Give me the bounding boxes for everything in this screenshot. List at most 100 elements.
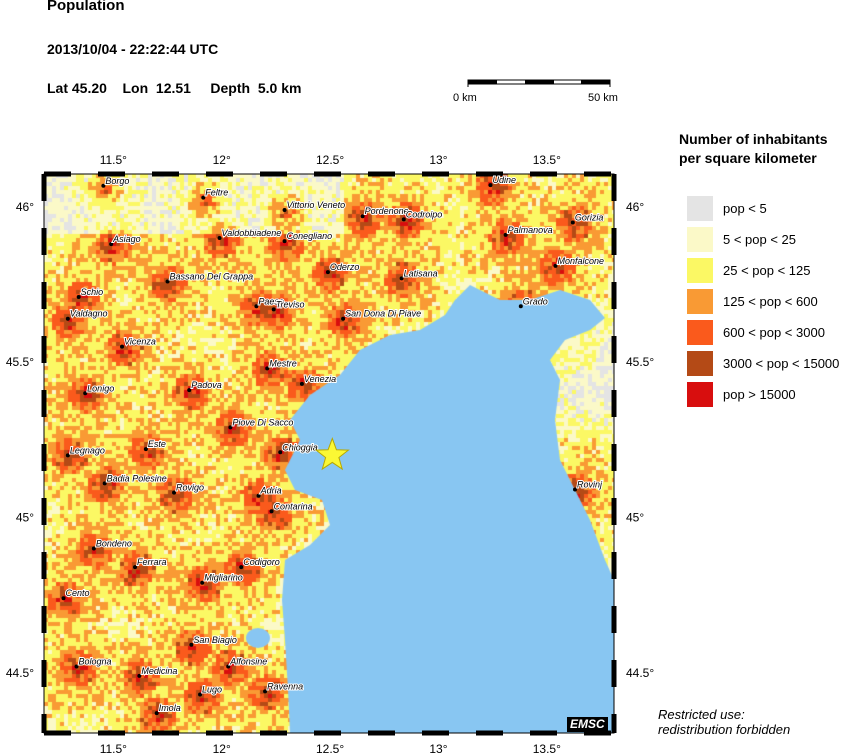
city-label: Contarina xyxy=(274,501,313,511)
city-marker: Palmanova xyxy=(503,224,554,237)
city-label: Medicina xyxy=(141,666,177,676)
city-dot xyxy=(133,565,138,570)
city-marker: Bassano Del Grappa xyxy=(165,270,254,284)
city-label: Oderzo xyxy=(330,262,360,272)
city-label: San Dona Di Piave xyxy=(345,309,421,319)
legend-item: 3000 < pop < 15000 xyxy=(687,350,839,376)
event-datetime: 2013/10/04 - 22:22:44 UTC xyxy=(47,41,219,57)
city-marker: Asiago xyxy=(109,233,142,247)
city-marker: Venezia xyxy=(299,373,337,386)
city-label: Padova xyxy=(191,380,222,390)
legend-label: 5 < pop < 25 xyxy=(723,231,797,247)
lon-tick-label-top: 11.5° xyxy=(100,153,127,167)
city-marker: Chioggia xyxy=(278,441,319,455)
usage-note-line2: redistribution forbidden xyxy=(658,722,791,737)
city-marker: Contarina xyxy=(269,500,314,514)
city-marker: Paese xyxy=(254,295,285,309)
city-label: Migliarino xyxy=(204,573,243,583)
city-marker: Migliarino xyxy=(200,572,244,585)
city-marker: Padova xyxy=(187,379,223,393)
city-label: Pordenone xyxy=(365,206,409,216)
legend-item: pop < 5 xyxy=(687,195,767,221)
star-icon xyxy=(314,436,350,471)
city-label: Bologna xyxy=(79,657,112,667)
legend-item: 600 < pop < 3000 xyxy=(687,319,825,345)
scale-start-label: 0 km xyxy=(453,92,477,104)
city-label: Rovigo xyxy=(176,483,204,493)
emsc-watermark: EMSC xyxy=(567,717,608,732)
city-marker: Lugo xyxy=(198,683,223,697)
city-dot xyxy=(201,195,206,200)
lon-tick-label-top: 12° xyxy=(213,153,231,167)
city-label: Lonigo xyxy=(87,383,114,393)
city-dot xyxy=(154,711,159,716)
city-marker: Rovinj xyxy=(572,479,604,492)
city-label: Palmanova xyxy=(508,225,553,235)
lon-tick-label-bottom: 13.5° xyxy=(533,742,561,754)
city-label: Valdobbiadene xyxy=(222,228,282,238)
legend-title-line2: per square kilometer xyxy=(679,150,817,166)
city-dot xyxy=(282,239,287,244)
city-dot xyxy=(198,692,203,697)
city-marker: Codigoro xyxy=(239,556,281,570)
city-label: Bassano Del Grappa xyxy=(170,271,254,281)
city-dot xyxy=(256,493,261,498)
city-label: Chioggia xyxy=(282,442,318,452)
legend-swatch xyxy=(687,350,713,376)
city-label: Mestre xyxy=(269,358,297,368)
city-marker: Rovigo xyxy=(172,482,205,495)
legend-label: 125 < pop < 600 xyxy=(723,293,818,309)
city-marker: Codroipo xyxy=(401,208,443,222)
legend-item: pop > 15000 xyxy=(687,381,796,407)
city-dot xyxy=(65,316,70,321)
city-dot xyxy=(269,509,274,514)
city-label: Legnago xyxy=(70,445,105,455)
scale-end-label: 50 km xyxy=(588,92,618,104)
lon-tick-label-top: 12.5° xyxy=(316,153,344,167)
city-dot xyxy=(572,487,577,492)
legend-label: pop < 5 xyxy=(723,200,767,216)
lat-tick-label-right: 44.5° xyxy=(626,666,654,680)
city-label: Feltre xyxy=(205,188,228,198)
lat-tick-label-right: 45.5° xyxy=(626,355,654,369)
city-marker: Feltre xyxy=(201,187,229,200)
city-marker: San Biagio xyxy=(189,634,238,647)
city-dot xyxy=(401,217,406,222)
legend-label: 3000 < pop < 15000 xyxy=(723,355,840,371)
lon-tick-label-bottom: 12.5° xyxy=(316,742,344,754)
city-label: Gorizia xyxy=(575,212,604,222)
city-marker: Conegliano xyxy=(282,230,333,244)
city-marker: Badia Polesine xyxy=(102,472,168,486)
city-dot xyxy=(488,183,493,188)
city-dot xyxy=(341,316,346,321)
city-label: Monfalcone xyxy=(557,256,604,266)
legend-swatch xyxy=(687,319,713,345)
city-label: Udine xyxy=(492,175,516,185)
city-marker: Legnago xyxy=(65,444,106,458)
lon-tick-label-top: 13.5° xyxy=(533,153,561,167)
city-label: Grado xyxy=(523,296,548,306)
lon-tick-label-bottom: 13° xyxy=(429,742,447,754)
city-marker: Cento xyxy=(61,587,91,601)
city-label: Este xyxy=(148,439,166,449)
city-marker: Medicina xyxy=(137,665,178,678)
legend-item: 5 < pop < 25 xyxy=(687,226,796,252)
legend-label: pop > 15000 xyxy=(723,386,796,402)
event-location: Lat 45.20 Lon 12.51 Depth 5.0 km xyxy=(47,80,302,96)
city-label: Latisana xyxy=(404,268,438,278)
city-label: Bondeno xyxy=(96,539,132,549)
city-dot xyxy=(299,381,304,386)
city-marker: Udine xyxy=(488,174,517,188)
city-marker: Valdobbiadene xyxy=(217,227,282,240)
legend-title: Number of inhabitants per square kilomet… xyxy=(679,130,828,168)
city-label: Valdagno xyxy=(70,309,108,319)
city-dot xyxy=(325,270,330,275)
city-marker: Oderzo xyxy=(325,261,360,275)
city-dot xyxy=(74,664,79,669)
city-dot xyxy=(254,304,259,309)
city-dot xyxy=(65,453,70,458)
city-label: Rovinj xyxy=(577,480,603,490)
legend-swatch xyxy=(687,195,713,221)
city-marker: Grado xyxy=(518,295,549,309)
